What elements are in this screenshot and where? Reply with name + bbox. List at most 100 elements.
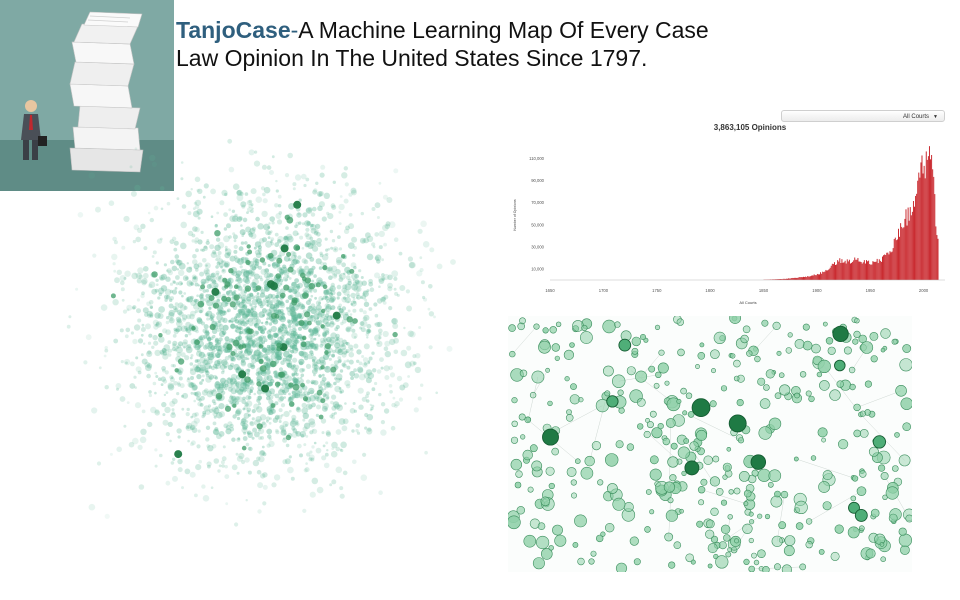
network-node [548,482,555,490]
case-network-zoom-view[interactable] [508,316,912,572]
scatter-node [235,382,240,387]
scatter-node [278,389,285,396]
scatter-node [180,325,187,332]
scatter-node [293,364,296,368]
scatter-node [295,347,299,352]
scatter-node [292,316,298,322]
network-node [759,398,771,409]
scatter-node [316,232,321,237]
scatter-node [271,347,275,351]
scatter-node [251,364,255,368]
scatter-node [185,328,189,332]
network-node [699,342,705,348]
scatter-node [388,306,393,311]
scatter-node [285,299,289,304]
scatter-node [322,353,330,361]
scatter-node [154,371,158,375]
scatter-node [216,411,223,419]
scatter-node [195,464,202,471]
scatter-node [282,264,287,269]
scatter-node [291,391,296,395]
scatter-node [277,329,283,335]
scatter-node [167,384,175,391]
scatter-node [309,332,314,337]
scatter-node [304,220,311,227]
scatter-node [301,303,305,308]
histogram-bar [895,240,897,280]
scatter-node [215,341,221,348]
scatter-node [168,348,173,353]
scatter-node [221,330,227,336]
scatter-node [142,272,149,279]
scatter-node [292,318,298,325]
scatter-node [294,278,299,283]
scatter-node [262,484,268,490]
scatter-node [349,408,356,414]
scatter-node [362,290,369,297]
scatter-node [175,275,180,280]
scatter-node [261,378,267,384]
network-node [518,413,526,421]
scatter-node [134,272,137,276]
scatter-node [362,310,367,315]
scatter-node [158,292,163,297]
network-node [749,519,755,525]
scatter-node [217,386,224,394]
scatter-node [292,288,298,294]
scatter-node [247,413,251,417]
scatter-node [239,386,245,392]
scatter-node [171,289,178,295]
scatter-node [210,336,214,341]
histogram-bar [911,211,913,280]
scatter-node [450,259,456,265]
scatter-node [267,312,273,317]
scatter-node [321,405,328,412]
scatter-highlight-node [200,284,206,290]
network-node [819,380,830,391]
scatter-node [217,298,220,302]
scatter-node [203,183,209,189]
scatter-node [168,317,175,324]
scatter-node [181,486,184,490]
scatter-node [370,406,374,411]
scatter-node [66,324,71,329]
scatter-node [381,273,385,277]
court-select-dropdown[interactable]: All Courts ▼ [781,110,945,122]
scatter-node [289,409,292,413]
scatter-node [323,316,329,321]
scatter-node [203,359,210,366]
scatter-node [290,394,295,400]
histogram-bar [823,272,825,280]
scatter-node [246,357,250,361]
network-node [768,417,782,431]
network-node [757,468,771,482]
scatter-node [257,509,262,514]
scatter-node [141,358,148,365]
scatter-node [283,255,291,262]
scatter-node [378,392,382,397]
scatter-node [257,482,264,489]
scatter-node [224,379,229,385]
histogram-bar [777,279,779,280]
network-node [753,559,760,566]
histogram-bar [825,269,827,280]
scatter-node [331,298,334,302]
scatter-node [274,203,279,208]
scatter-node [196,396,201,401]
scatter-node [348,212,353,217]
scatter-node [192,210,200,218]
scatter-node [345,348,350,354]
scatter-node [263,223,270,231]
scatter-node [376,259,381,264]
scatter-node [264,327,267,331]
scatter-node [177,309,183,315]
network-node [626,443,635,451]
scatter-node [356,296,359,299]
scatter-node [258,418,261,422]
scatter-node [258,252,262,255]
scatter-node [301,222,305,226]
scatter-node [365,394,369,399]
case-law-scatter-map[interactable] [55,95,475,560]
scatter-node [303,393,307,397]
scatter-node [211,353,217,358]
